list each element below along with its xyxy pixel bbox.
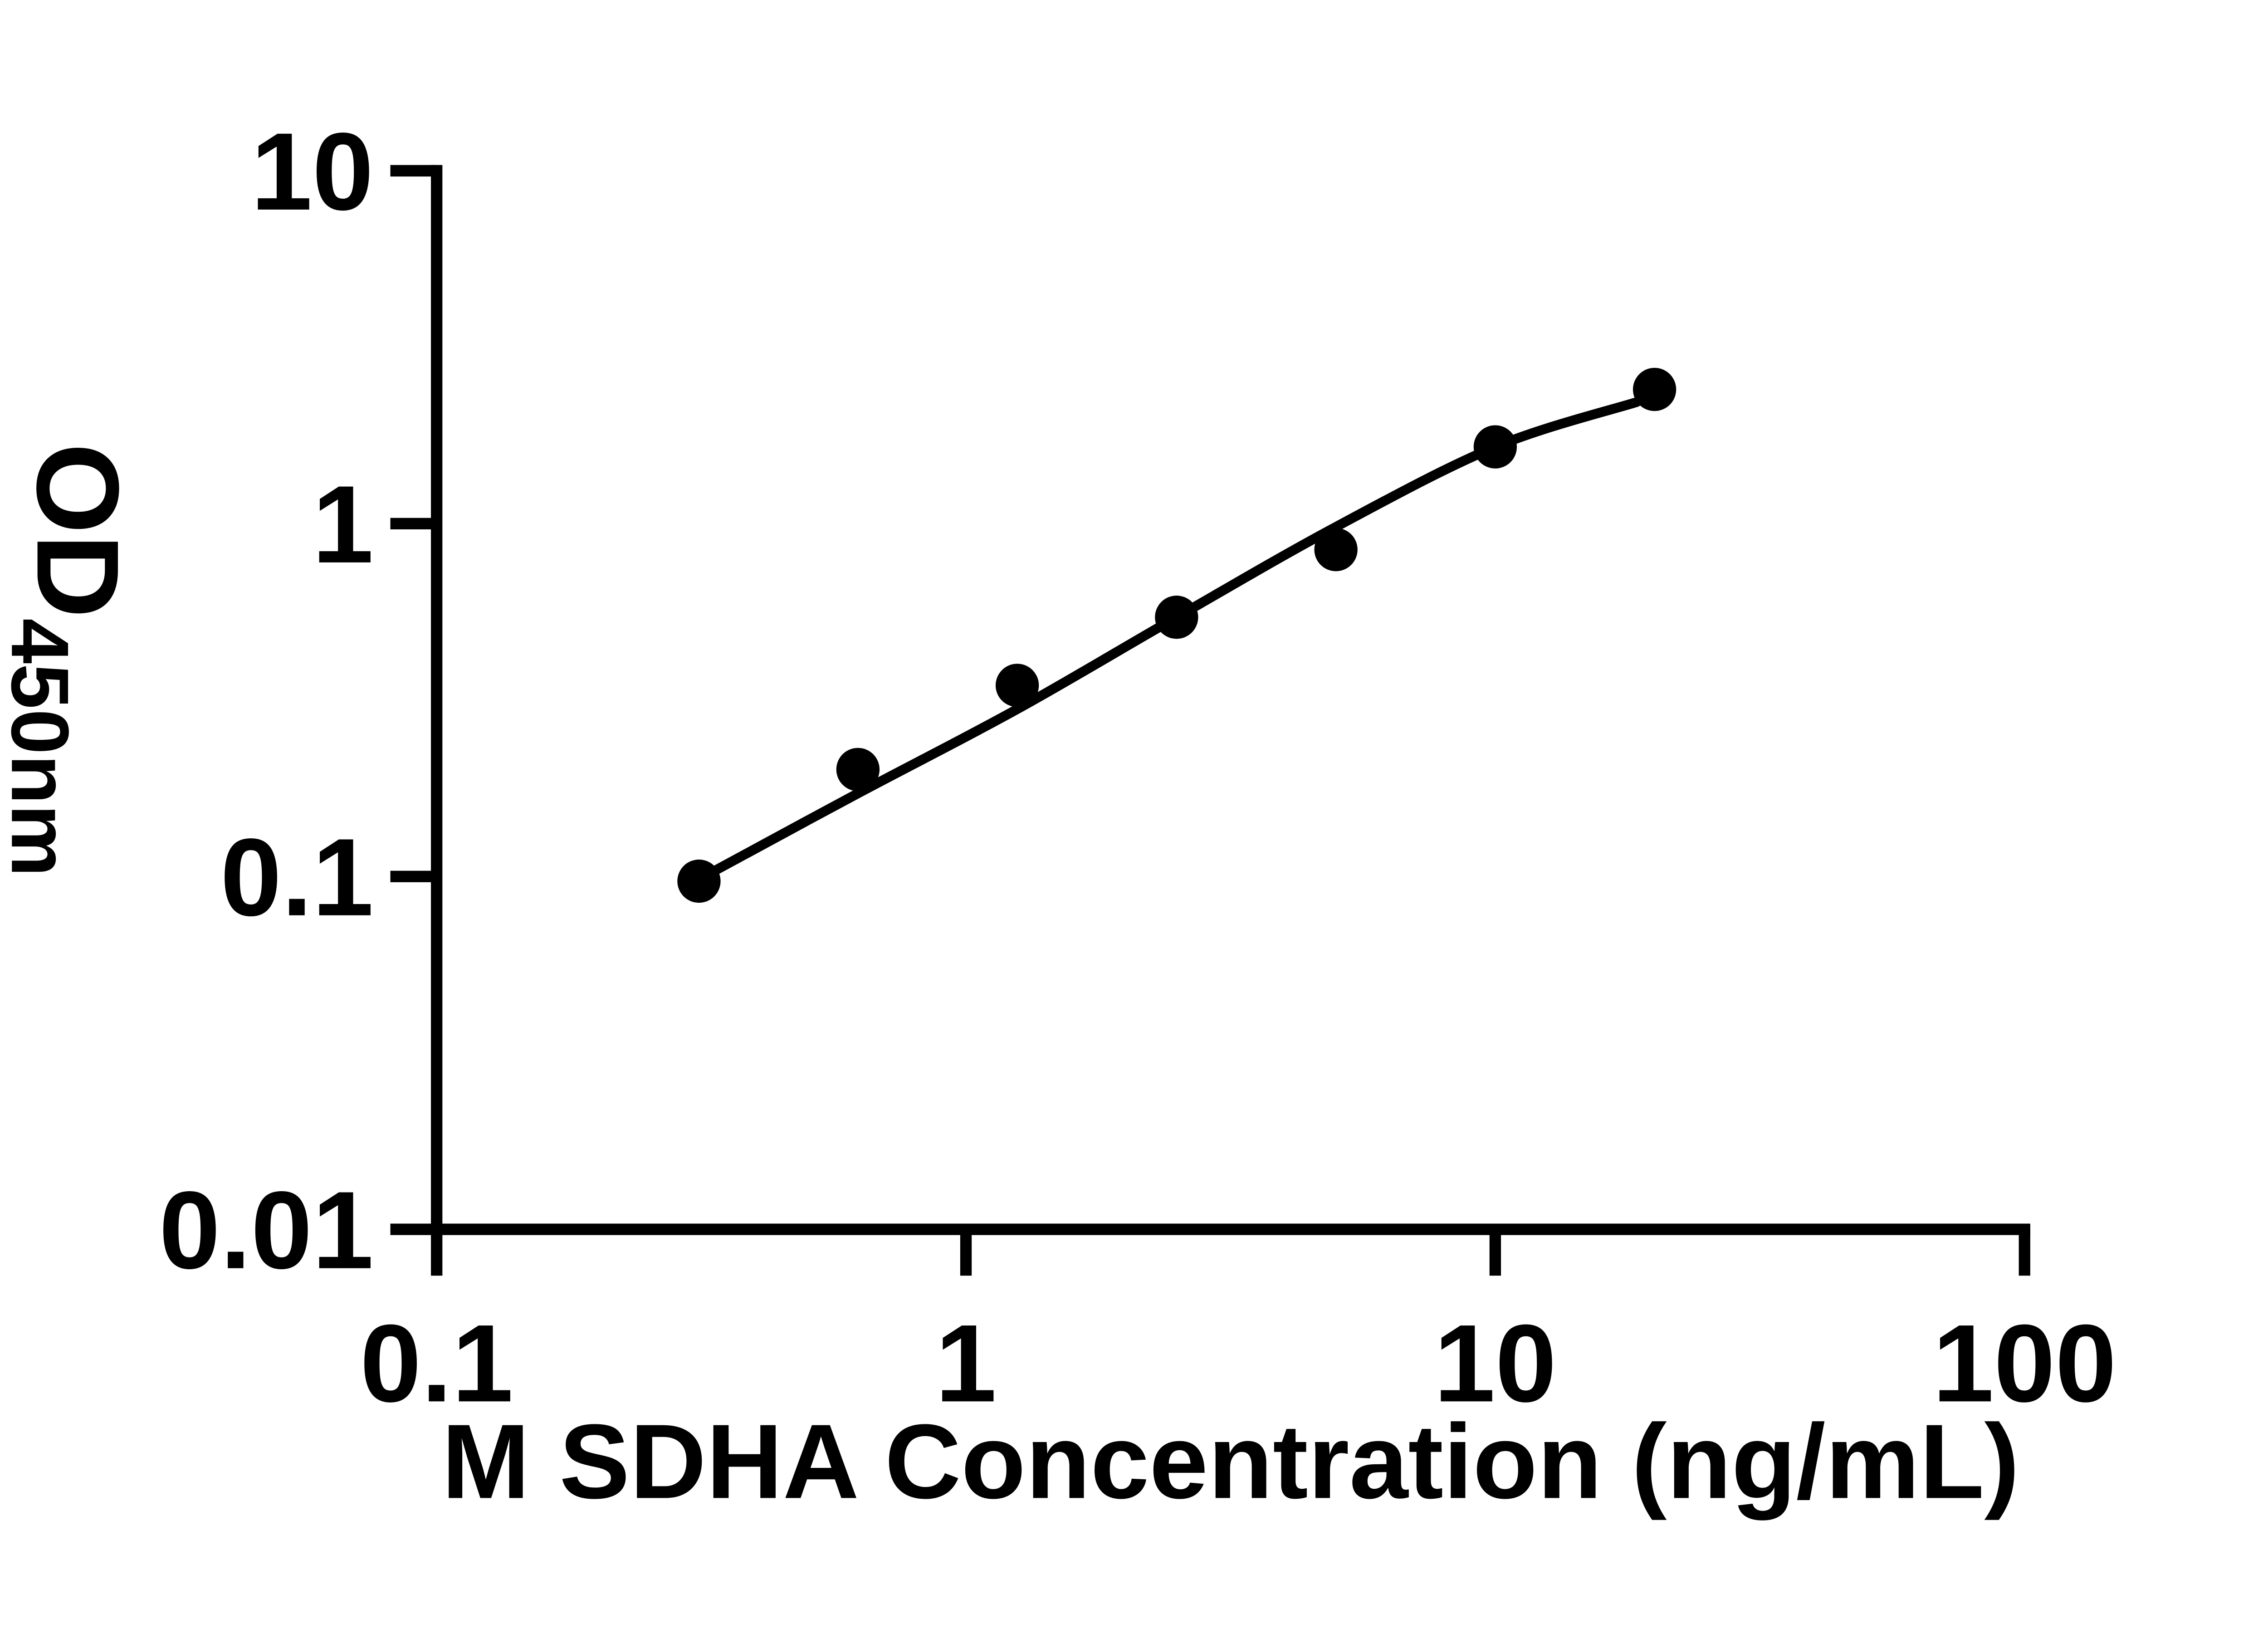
data-points <box>677 367 1677 903</box>
x-tick-label: 0.1 <box>360 1301 513 1425</box>
x-axis: 0.1 1 10 100 <box>360 1223 2116 1425</box>
y-tick-label: 0.01 <box>159 1169 374 1292</box>
y-tick-label: 1 <box>312 463 373 586</box>
y-axis-title: OD450nm <box>0 443 143 877</box>
data-point-marker <box>995 664 1039 707</box>
data-point-marker <box>1633 367 1677 411</box>
x-tick-label: 10 <box>1434 1301 1556 1425</box>
data-point-marker <box>1155 596 1198 639</box>
data-point-marker <box>1314 528 1358 572</box>
y-tick-label: 10 <box>251 110 373 233</box>
canvas-background <box>0 22 2268 1611</box>
y-axis-title-subscript: 450nm <box>0 618 85 877</box>
x-tick-label: 100 <box>1932 1301 2116 1425</box>
y-axis-title-main: OD <box>13 443 143 619</box>
data-point-marker <box>836 748 880 791</box>
x-axis-title: M SDHA Concentration (ng/mL) <box>442 1403 2020 1521</box>
data-point-marker <box>1473 425 1517 469</box>
y-axis: 10 1 0.1 0.01 <box>159 110 443 1292</box>
data-point-marker <box>677 859 721 903</box>
x-tick-label: 1 <box>935 1301 997 1425</box>
y-tick-label: 0.1 <box>220 816 374 939</box>
